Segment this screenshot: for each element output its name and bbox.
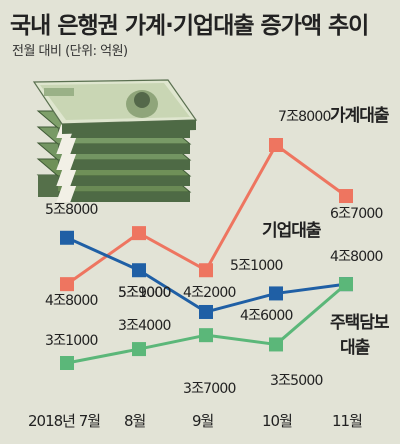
- x-tick-label: 9월: [192, 412, 214, 430]
- data-label-mortgage-2: 3조7000: [183, 381, 236, 397]
- series-label-household: 가계대출: [330, 106, 390, 126]
- data-point-household-1: [132, 226, 146, 241]
- data-label-corporate-0: 5조8000: [45, 202, 98, 218]
- data-point-corporate-1: [132, 263, 146, 278]
- x-tick-label: 11월: [332, 412, 362, 430]
- x-tick-label: 8월: [124, 412, 146, 430]
- data-point-mortgage-0: [60, 356, 74, 370]
- data-label-corporate-4: 4조8000: [330, 249, 383, 265]
- data-point-mortgage-1: [132, 342, 146, 357]
- data-point-household-4: [339, 189, 353, 204]
- series-label-mortgage: 대출: [340, 338, 371, 358]
- x-tick-label: 10월: [262, 412, 292, 430]
- data-label-corporate-3: 4조6000: [240, 308, 293, 324]
- data-point-household-2: [199, 263, 213, 278]
- data-point-corporate-2: [199, 304, 213, 319]
- data-label-household-0: 4조8000: [45, 293, 98, 309]
- data-point-mortgage-3: [269, 337, 283, 352]
- data-point-corporate-0: [60, 230, 74, 245]
- data-point-mortgage-2: [199, 328, 213, 343]
- data-point-corporate-3: [269, 286, 283, 301]
- data-label-household-3: 7조8000: [278, 109, 331, 125]
- chart-subtitle: 전월 대비 (단위: 억원): [12, 44, 128, 59]
- data-label-mortgage-3: 3조5000: [270, 373, 323, 389]
- chart-title: 국내 은행권 가계·기업대출 증가액 추이: [10, 13, 369, 39]
- data-label-household-2: 5조1000: [230, 258, 283, 274]
- x-tick-label: 2018년 7월: [28, 412, 100, 430]
- data-label-corporate-1: 5조1000: [118, 285, 171, 301]
- data-point-household-3: [269, 138, 283, 152]
- data-label-corporate-2: 4조2000: [183, 285, 236, 301]
- series-label-mortgage: 주택담보: [330, 313, 390, 333]
- data-label-household-4: 6조7000: [330, 206, 383, 222]
- series-label-corporate: 기업대출: [262, 221, 322, 241]
- data-point-household-0: [60, 277, 74, 292]
- money-stack-illustration: [32, 79, 198, 202]
- data-label-household-1: 5조9000: [118, 285, 171, 301]
- data-label-mortgage-0: 3조1000: [45, 333, 98, 349]
- data-label-mortgage-1: 3조4000: [118, 318, 171, 334]
- data-point-mortgage-4: [339, 277, 353, 292]
